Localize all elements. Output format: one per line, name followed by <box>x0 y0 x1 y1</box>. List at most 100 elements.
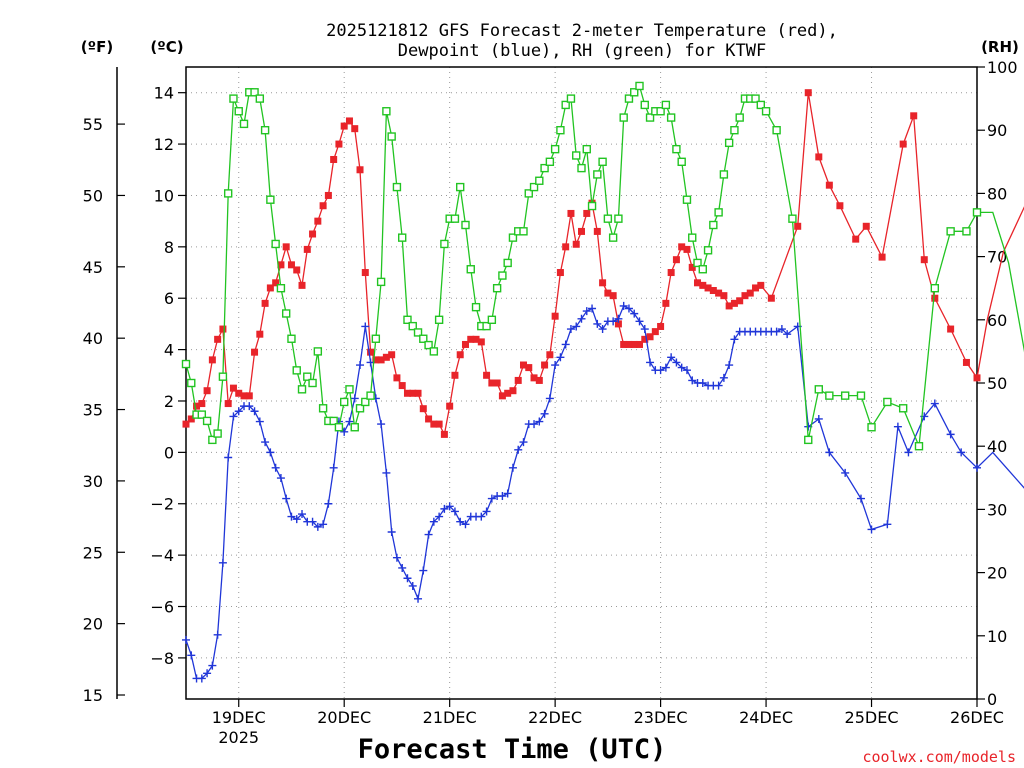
data-point <box>562 243 570 251</box>
data-point <box>962 227 971 236</box>
data-point <box>672 144 681 154</box>
celsius-tick-label: 4 <box>164 341 174 360</box>
chart-title: 2025121812 GFS Forecast 2-meter Temperat… <box>326 21 838 41</box>
data-point <box>388 351 396 359</box>
data-point <box>804 435 813 445</box>
data-point <box>724 138 734 148</box>
data-point <box>973 374 981 382</box>
data-point <box>598 325 607 334</box>
data-point <box>287 512 296 521</box>
data-point <box>883 520 892 529</box>
data-point <box>309 230 317 238</box>
celsius-tick-label: −8 <box>150 649 174 668</box>
data-point <box>524 189 533 198</box>
data-point <box>599 279 607 287</box>
data-point <box>957 448 966 457</box>
data-point <box>292 515 301 524</box>
data-point <box>825 181 833 189</box>
data-point <box>587 201 597 211</box>
data-point <box>382 468 391 477</box>
data-point <box>577 163 586 173</box>
data-point <box>962 358 970 366</box>
data-point <box>214 335 222 343</box>
data-point <box>224 400 232 408</box>
rh-tick-label: 70 <box>987 248 1007 267</box>
data-point <box>640 100 649 110</box>
data-point <box>483 371 491 379</box>
data-point <box>546 351 554 359</box>
data-point <box>730 299 738 307</box>
celsius-tick-label: 6 <box>164 289 174 308</box>
data-point <box>709 220 718 230</box>
data-point <box>709 287 717 295</box>
data-point <box>682 195 692 204</box>
data-point <box>593 170 602 179</box>
data-point <box>503 489 512 498</box>
data-point <box>947 325 955 333</box>
series-temperature <box>182 89 1024 438</box>
data-point <box>361 397 370 407</box>
data-point <box>308 378 317 388</box>
data-point <box>345 385 354 394</box>
data-point <box>461 220 470 230</box>
data-point <box>535 376 543 384</box>
data-point <box>608 233 618 242</box>
data-point <box>761 107 771 116</box>
data-point <box>551 312 559 320</box>
data-point <box>250 88 259 97</box>
data-point <box>218 558 227 567</box>
data-point <box>931 294 939 302</box>
x-tick-label: 19DEC <box>212 708 266 727</box>
rh-tick-label: 90 <box>987 121 1007 140</box>
data-point <box>641 335 649 343</box>
data-point <box>319 202 327 210</box>
data-point <box>852 235 860 243</box>
data-point <box>646 358 655 367</box>
data-point <box>435 420 443 428</box>
x-axis-label: Forecast Time (UTC) <box>358 734 667 765</box>
data-point <box>303 372 312 381</box>
data-point <box>688 376 697 385</box>
data-point <box>451 371 459 379</box>
data-point <box>419 405 427 413</box>
data-point <box>287 261 295 269</box>
data-point <box>772 125 781 135</box>
data-point <box>193 402 201 410</box>
data-point <box>414 594 423 603</box>
fahrenheit-tick-label: 40 <box>83 329 103 348</box>
data-point <box>229 412 238 421</box>
data-point <box>556 269 564 277</box>
data-point <box>540 163 549 173</box>
data-point <box>867 423 876 432</box>
data-point <box>582 144 591 154</box>
data-point <box>503 258 512 268</box>
data-point <box>493 379 501 387</box>
data-point <box>625 340 633 348</box>
data-point <box>303 245 311 253</box>
data-point <box>234 407 243 416</box>
data-point <box>767 294 775 302</box>
data-point <box>704 284 712 292</box>
data-point <box>645 113 655 122</box>
data-point <box>657 322 665 330</box>
data-point <box>519 361 527 369</box>
data-point <box>614 214 623 223</box>
data-point <box>282 494 291 503</box>
data-point <box>973 463 981 472</box>
data-point <box>187 651 196 660</box>
data-point <box>688 263 696 271</box>
data-point <box>398 382 406 390</box>
rh-tick-label: 60 <box>987 311 1007 330</box>
data-point <box>583 209 591 217</box>
data-point <box>519 227 528 236</box>
data-point <box>466 265 475 274</box>
data-point <box>261 438 270 447</box>
data-point <box>777 325 786 334</box>
data-point <box>703 246 713 255</box>
celsius-tick-label: −6 <box>150 598 174 617</box>
data-point <box>619 113 628 122</box>
data-point <box>181 359 191 369</box>
data-point <box>477 338 485 346</box>
data-point <box>425 415 433 423</box>
data-point <box>203 387 211 395</box>
